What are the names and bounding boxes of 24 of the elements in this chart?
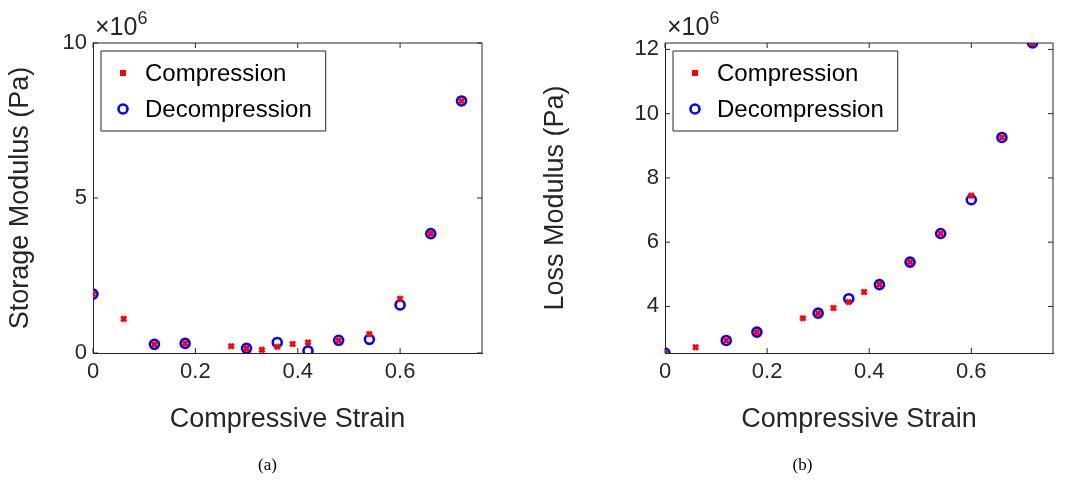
x-tick-label: 0.4 (853, 358, 885, 384)
x-axis-title: Compressive Strain (741, 403, 977, 434)
y-tick-label: 10 (634, 99, 659, 125)
y-axis-title: Storage Modulus (Pa) (3, 66, 34, 330)
y-tick-label: 6 (646, 228, 659, 254)
x-tick-label: 0.2 (751, 358, 783, 384)
y-axis-title: Loss Modulus (Pa) (538, 85, 569, 311)
y-tick-label: 10 (62, 29, 87, 55)
legend-label: Decompression (145, 94, 312, 122)
y-tick-label: 4 (646, 292, 659, 318)
legend-label: Compression (145, 58, 287, 86)
text: (b) (791, 455, 814, 475)
y-tick-label: 12 (634, 35, 659, 61)
x-tick-label: 0.2 (180, 358, 211, 384)
text: (a) (257, 455, 278, 475)
x-axis-title: Compressive Strain (169, 403, 406, 434)
x-tick-label: 0.6 (384, 358, 416, 384)
x-tick-label: 0.6 (956, 358, 987, 384)
legend-label: Compression (717, 58, 859, 86)
y-tick-label: 0 (74, 339, 87, 365)
x-tick-label: 0.4 (282, 358, 314, 384)
legend-label: Decompression (717, 94, 884, 122)
y-tick-label: 5 (74, 184, 87, 210)
y-tick-label: 8 (646, 163, 659, 189)
